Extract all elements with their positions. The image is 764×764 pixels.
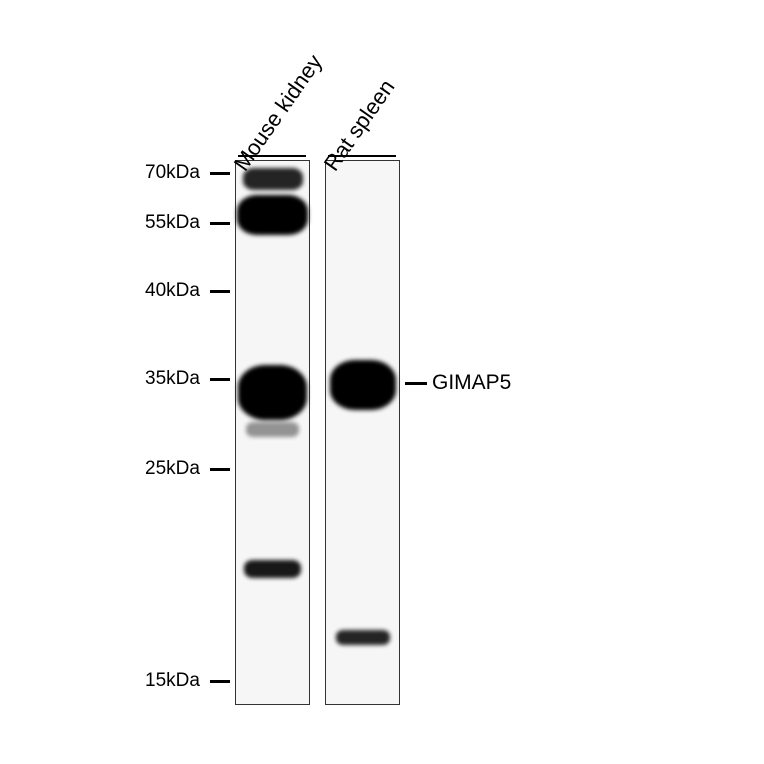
lane-underline-2 (328, 155, 396, 157)
marker-tick-55kDa (210, 222, 230, 225)
marker-tick-15kDa (210, 680, 230, 683)
band-lane1-4 (244, 560, 300, 578)
lane-label-mouse-kidney: Mouse kidney (229, 50, 328, 176)
marker-label-15kDa: 15kDa (145, 670, 200, 692)
target-tick (405, 382, 427, 385)
marker-tick-25kDa (210, 468, 230, 471)
lane-rat-spleen (325, 160, 400, 705)
marker-tick-70kDa (210, 172, 230, 175)
marker-label-25kDa: 25kDa (145, 458, 200, 480)
band-lane2-1 (336, 630, 390, 645)
band-lane1-3 (246, 422, 299, 437)
marker-label-70kDa: 70kDa (145, 162, 200, 184)
band-lane1-2 (238, 365, 307, 420)
band-lane2-0 (330, 360, 396, 410)
marker-label-55kDa: 55kDa (145, 212, 200, 234)
lane-underline-1 (238, 155, 306, 157)
marker-tick-35kDa (210, 378, 230, 381)
band-lane1-1 (237, 195, 308, 235)
marker-tick-40kDa (210, 290, 230, 293)
target-label: GIMAP5 (432, 371, 511, 395)
marker-label-40kDa: 40kDa (145, 280, 200, 302)
marker-label-35kDa: 35kDa (145, 368, 200, 390)
